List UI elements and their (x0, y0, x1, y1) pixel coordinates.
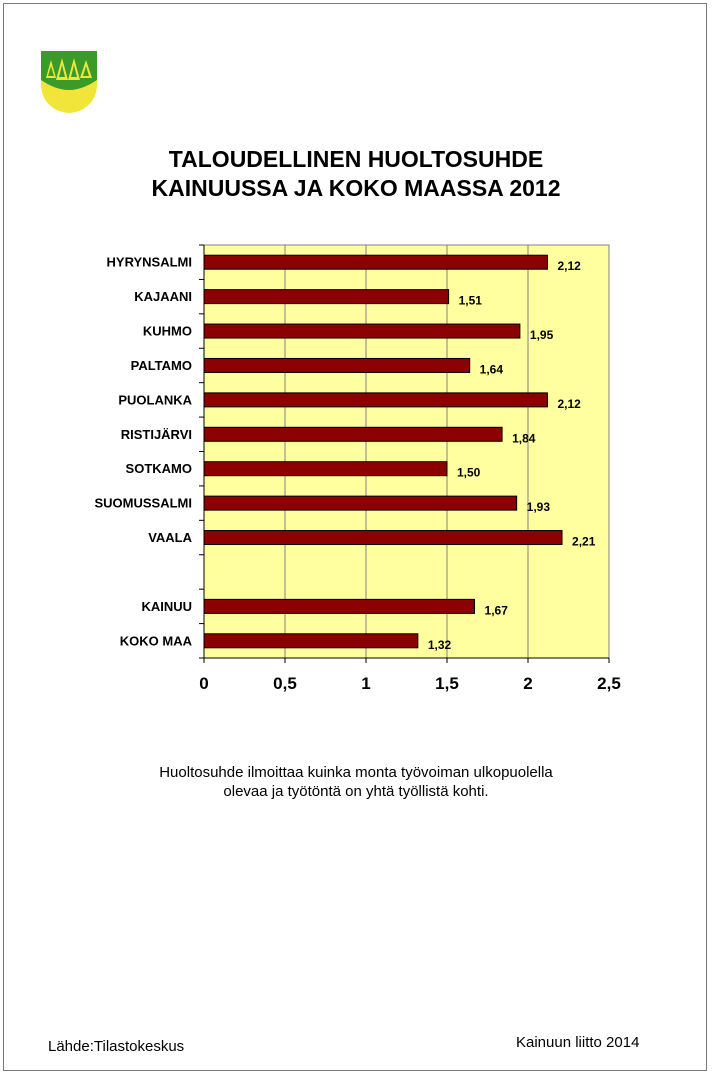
bar (203, 323, 521, 339)
x-tick-label: 2 (523, 674, 532, 693)
category-label: SUOMUSSALMI (95, 496, 193, 511)
data-label: 2,21 (572, 535, 596, 549)
bar-chart: 0 0,5 1 1,5 2 2,5 HYRYNSALMI 2,12 KAJAANI 1,51 KUH… (95, 244, 621, 693)
bar (203, 357, 471, 373)
category-label: RISTIJÄRVI (121, 427, 192, 442)
category-label: VAALA (148, 530, 192, 545)
x-tick-label: 1 (361, 674, 370, 693)
x-tick-label: 2,5 (597, 674, 621, 693)
bar (203, 495, 518, 511)
note-line1: Huoltosuhde ilmoittaa kuinka monta työvo… (159, 764, 553, 781)
category-label: KUHMO (143, 324, 192, 339)
x-tick-label: 0 (199, 674, 208, 693)
data-label: 1,32 (428, 638, 452, 652)
plot-area (203, 244, 610, 659)
data-label: 1,95 (530, 328, 554, 342)
category-label: KAINUU (141, 599, 192, 614)
category-label: PALTAMO (131, 358, 192, 373)
bar (203, 530, 563, 546)
category-label: KAJAANI (134, 289, 192, 304)
bar (203, 633, 419, 649)
bar (203, 598, 476, 614)
data-label: 1,51 (459, 294, 483, 308)
bar (203, 254, 548, 270)
x-tick-label: 1,5 (435, 674, 459, 693)
chart-title-line1: TALOUDELLINEN HUOLTOSUHDE (168, 146, 544, 172)
page-frame (3, 3, 707, 1071)
data-label: 1,93 (527, 500, 551, 514)
note-line2: olevaa ja työtöntä on yhtä työllistä koh… (223, 783, 489, 800)
kainuu-coat-of-arms-icon (41, 51, 97, 113)
bar (203, 289, 450, 305)
bar (203, 392, 548, 408)
category-label: PUOLANKA (118, 392, 192, 407)
bar (203, 426, 503, 442)
data-label: 1,67 (485, 603, 509, 617)
data-label: 2,12 (557, 259, 581, 273)
category-label: SOTKAMO (126, 461, 192, 476)
x-tick-label: 0,5 (273, 674, 297, 693)
bar (203, 461, 448, 477)
source-text: Lähde:Tilastokeskus (48, 1038, 185, 1055)
chart-title-line2: KAINUUSSA JA KOKO MAASSA 2012 (151, 175, 561, 201)
data-label: 1,84 (512, 431, 536, 445)
credit-text: Kainuun liitto 2014 (516, 1034, 640, 1051)
data-label: 1,64 (480, 362, 504, 376)
category-label: KOKO MAA (120, 633, 193, 648)
category-label: HYRYNSALMI (107, 255, 192, 270)
data-label: 1,50 (457, 466, 481, 480)
data-label: 2,12 (557, 397, 581, 411)
